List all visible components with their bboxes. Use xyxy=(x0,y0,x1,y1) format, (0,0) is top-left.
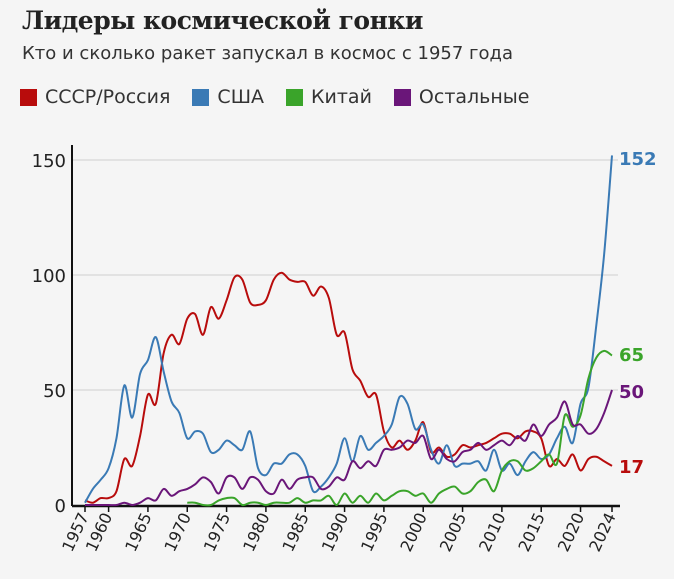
legend-swatch xyxy=(393,88,411,106)
chart-subtitle: Кто и сколько ракет запускал в космос с … xyxy=(22,43,513,64)
legend-item-usa: США xyxy=(192,86,264,108)
series-line-1 xyxy=(84,155,613,504)
legend-item-china: Китай xyxy=(286,86,372,108)
legend-item-others: Остальные xyxy=(393,86,530,108)
x-tick-label: 1980 xyxy=(239,510,273,555)
legend-label: Китай xyxy=(311,86,372,108)
chart-title: Лидеры космической гонки xyxy=(22,6,423,35)
x-tick-label: 1985 xyxy=(278,510,312,555)
x-tick-label: 2005 xyxy=(436,510,470,555)
legend-swatch xyxy=(20,88,37,106)
end-value-label: 50 xyxy=(619,382,644,403)
y-tick-label: 50 xyxy=(43,381,66,402)
legend-swatch xyxy=(192,88,210,106)
y-tick-label: 0 xyxy=(55,496,66,517)
legend-label: СССР/Россия xyxy=(45,86,171,108)
x-tick-label: 1990 xyxy=(318,510,352,555)
x-tick-label: 2020 xyxy=(554,510,588,555)
legend-label: США xyxy=(217,86,265,108)
y-tick-label: 150 xyxy=(32,151,66,172)
x-tick-label: 2015 xyxy=(514,510,548,555)
x-tick-label: 1970 xyxy=(160,510,194,555)
end-value-label: 65 xyxy=(619,345,644,366)
x-tick-label: 1965 xyxy=(121,510,155,555)
end-value-label: 17 xyxy=(619,457,644,478)
x-tick-label: 2024 xyxy=(585,510,619,555)
legend-swatch xyxy=(286,88,304,106)
series-line-2 xyxy=(187,349,613,507)
x-tick-label: 1975 xyxy=(200,510,234,555)
legend: СССР/Россия США Китай Остальные xyxy=(20,86,530,108)
legend-item-ussr-russia: СССР/Россия xyxy=(20,86,170,108)
x-tick-label: 1995 xyxy=(357,510,391,555)
series-line-3 xyxy=(85,389,613,507)
x-tick-label: 2000 xyxy=(396,510,430,555)
x-tick-label: 2010 xyxy=(475,510,509,555)
series-line-0 xyxy=(84,271,613,504)
legend-label: Остальные xyxy=(418,86,530,108)
y-tick-label: 100 xyxy=(32,266,66,287)
end-value-label: 152 xyxy=(619,149,657,170)
